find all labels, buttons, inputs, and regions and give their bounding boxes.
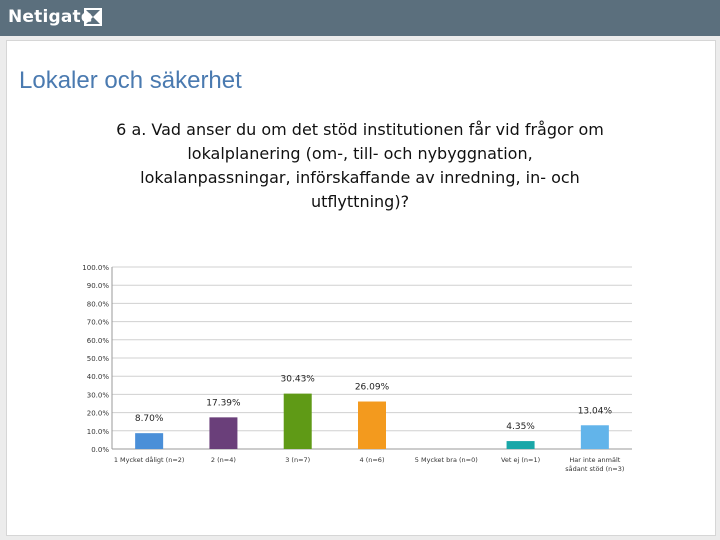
data-label: 17.39% bbox=[206, 398, 241, 408]
data-label: 30.43% bbox=[281, 375, 316, 385]
section-title: Lokaler och säkerhet bbox=[19, 67, 242, 94]
x-tick-label: 5 Mycket bra (n=0) bbox=[415, 456, 478, 464]
data-label: 8.70% bbox=[135, 414, 164, 424]
bar bbox=[358, 401, 386, 449]
data-label: 4.35% bbox=[506, 422, 535, 432]
netigate-logo-icon bbox=[84, 8, 102, 26]
x-tick-label: 2 (n=4) bbox=[211, 456, 236, 464]
y-tick-label: 70.0% bbox=[87, 319, 110, 327]
bar bbox=[283, 393, 312, 449]
x-tick-label: 3 (n=7) bbox=[285, 456, 310, 464]
bar bbox=[135, 433, 164, 449]
top-bar: Netigate bbox=[0, 0, 720, 36]
x-tick-label: sådant stöd (n=3) bbox=[565, 464, 624, 473]
y-tick-label: 50.0% bbox=[87, 355, 110, 363]
netigate-logo: Netigate bbox=[8, 7, 93, 27]
x-tick-label: 1 Mycket dåligt (n=2) bbox=[114, 455, 185, 464]
bar bbox=[506, 441, 535, 449]
x-tick-label: Har inte anmält bbox=[569, 456, 620, 464]
y-tick-label: 100.0% bbox=[82, 264, 109, 272]
y-tick-label: 0.0% bbox=[91, 446, 109, 454]
y-tick-label: 60.0% bbox=[87, 337, 110, 345]
x-tick-label: 4 (n=6) bbox=[360, 456, 385, 464]
content-panel: Lokaler och säkerhet bbox=[6, 40, 716, 536]
data-label: 26.09% bbox=[355, 383, 390, 393]
y-tick-label: 80.0% bbox=[87, 300, 110, 308]
y-tick-label: 10.0% bbox=[87, 428, 110, 436]
chart-title: 6 a. Vad anser du om det stöd institutio… bbox=[116, 120, 604, 211]
y-tick-label: 20.0% bbox=[87, 410, 110, 418]
bar bbox=[580, 425, 609, 449]
y-tick-label: 90.0% bbox=[87, 282, 110, 290]
data-label: 13.04% bbox=[578, 406, 613, 416]
x-tick-label: Vet ej (n=1) bbox=[501, 456, 540, 464]
bar bbox=[209, 417, 238, 449]
y-tick-label: 30.0% bbox=[87, 391, 110, 399]
y-tick-label: 40.0% bbox=[87, 373, 110, 381]
